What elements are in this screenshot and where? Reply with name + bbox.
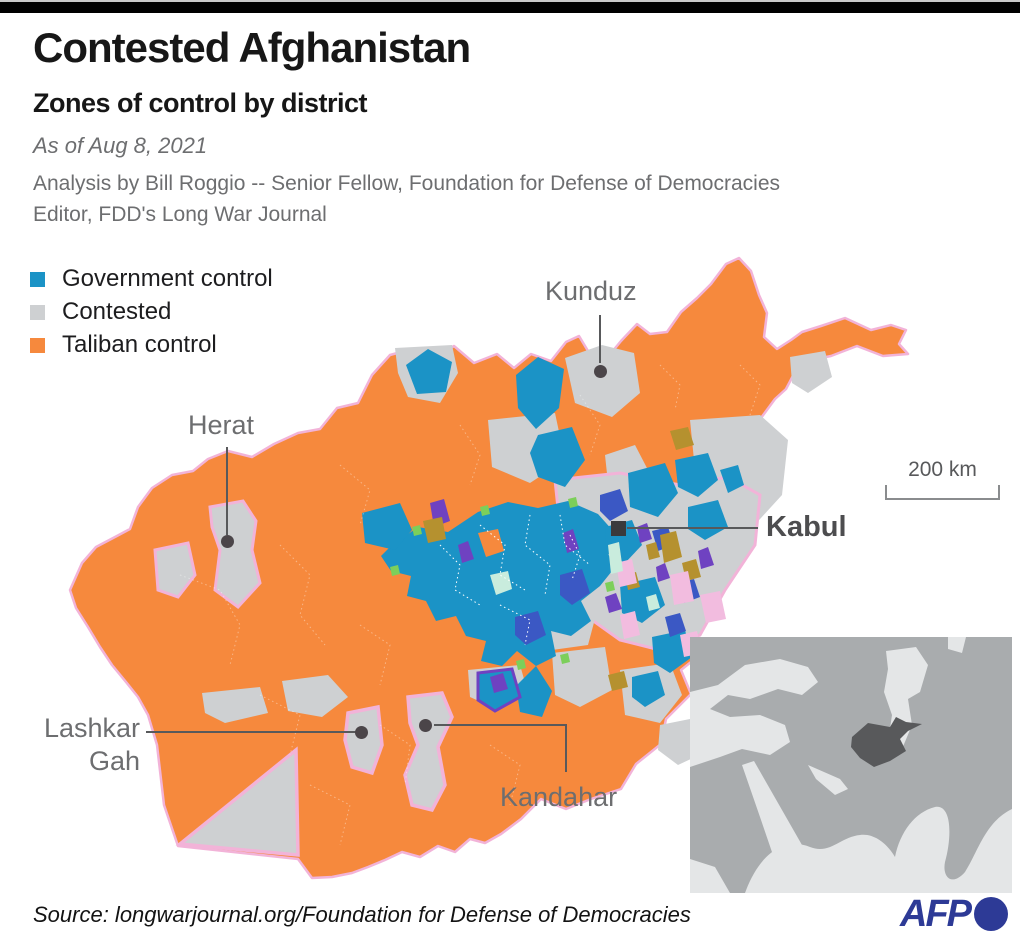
afp-logo-circle bbox=[974, 897, 1008, 931]
inset-afghanistan-highlight bbox=[851, 717, 922, 767]
leader-line-kabul bbox=[627, 527, 758, 529]
scale-bar: 200 km bbox=[885, 458, 1000, 500]
city-dot-kandahar bbox=[419, 719, 432, 732]
legend-label-taliban: Taliban control bbox=[62, 331, 217, 358]
leader-line-kandahar-h bbox=[434, 724, 567, 726]
top-bar bbox=[0, 0, 1020, 13]
leader-line-kandahar-v bbox=[565, 724, 567, 772]
city-dot-herat bbox=[221, 535, 234, 548]
leader-line-lashkar-gah bbox=[146, 731, 356, 733]
scale-bar-bracket bbox=[885, 485, 1000, 500]
city-dot-kunduz bbox=[594, 365, 607, 378]
leader-line-herat bbox=[226, 447, 228, 535]
page-title: Contested Afghanistan bbox=[33, 24, 471, 71]
legend-label-government: Government control bbox=[62, 265, 273, 292]
scale-bar-label: 200 km bbox=[908, 458, 977, 481]
government-districts bbox=[362, 349, 744, 717]
analysis-credit-line1: Analysis by Bill Roggio -- Senior Fellow… bbox=[33, 172, 781, 195]
city-marker-kabul bbox=[611, 521, 626, 536]
page-subtitle: Zones of control by district bbox=[33, 88, 368, 118]
city-label-herat: Herat bbox=[188, 410, 255, 440]
legend-item-contested: Contested bbox=[30, 298, 172, 325]
legend-swatch-taliban bbox=[30, 337, 45, 353]
city-label-lashkar-gah: Lashkar Gah bbox=[43, 713, 140, 776]
afp-logo-text: AFP bbox=[900, 893, 972, 935]
legend-swatch-government bbox=[30, 271, 45, 287]
district-borders-faint bbox=[179, 364, 761, 846]
legend-item-government: Government control bbox=[30, 265, 273, 292]
leader-line-kunduz bbox=[599, 315, 601, 363]
afghanistan-district-map bbox=[68, 256, 910, 880]
inset-water bbox=[690, 637, 1012, 893]
mixed-district-patches bbox=[390, 427, 726, 693]
city-label-kunduz: Kunduz bbox=[545, 276, 637, 306]
source-credit: Source: longwarjournal.org/Foundation fo… bbox=[33, 902, 691, 927]
locator-inset-map bbox=[690, 637, 1012, 893]
analysis-credit-line2: Editor, FDD's Long War Journal bbox=[33, 203, 327, 226]
date-note: As of Aug 8, 2021 bbox=[33, 133, 208, 158]
city-label-kabul: Kabul bbox=[766, 511, 847, 543]
district-borders bbox=[439, 514, 591, 646]
legend-item-taliban: Taliban control bbox=[30, 331, 217, 358]
city-label-kandahar: Kandahar bbox=[500, 782, 618, 812]
afp-logo: AFP bbox=[900, 894, 1008, 934]
legend-swatch-contested bbox=[30, 304, 45, 320]
city-dot-lashkar-gah bbox=[355, 726, 368, 739]
legend-label-contested: Contested bbox=[62, 298, 172, 325]
